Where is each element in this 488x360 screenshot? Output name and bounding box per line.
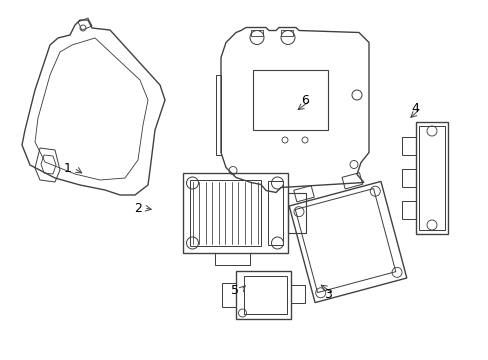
Text: 3: 3 (324, 288, 331, 301)
Text: 5: 5 (230, 284, 239, 297)
Text: 2: 2 (134, 202, 142, 215)
Text: 6: 6 (301, 94, 308, 107)
Text: 4: 4 (410, 102, 418, 114)
Text: 1: 1 (64, 162, 72, 175)
